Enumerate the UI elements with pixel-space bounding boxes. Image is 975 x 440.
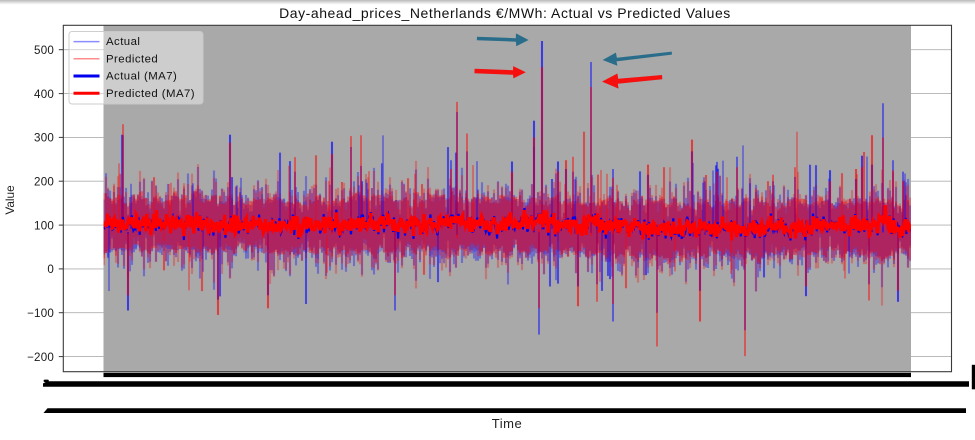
- svg-text:Value: Value: [3, 185, 17, 215]
- svg-text:500: 500: [34, 44, 54, 57]
- svg-text:400: 400: [34, 88, 54, 101]
- svg-text:Time: Time: [492, 416, 522, 431]
- svg-text:−200: −200: [27, 351, 54, 364]
- svg-text:0: 0: [47, 263, 54, 276]
- svg-text:Actual (MA7): Actual (MA7): [106, 71, 177, 83]
- svg-text:−100: −100: [27, 307, 54, 320]
- svg-text:Predicted: Predicted: [106, 53, 158, 65]
- svg-text:Actual: Actual: [106, 36, 140, 48]
- svg-text:Predicted (MA7): Predicted (MA7): [106, 88, 195, 100]
- svg-text:200: 200: [34, 175, 54, 188]
- svg-text:Day-ahead_prices_Netherlands €: Day-ahead_prices_Netherlands €/MWh: Actu…: [279, 5, 731, 21]
- svg-text:100: 100: [34, 219, 54, 232]
- svg-text:300: 300: [34, 132, 54, 145]
